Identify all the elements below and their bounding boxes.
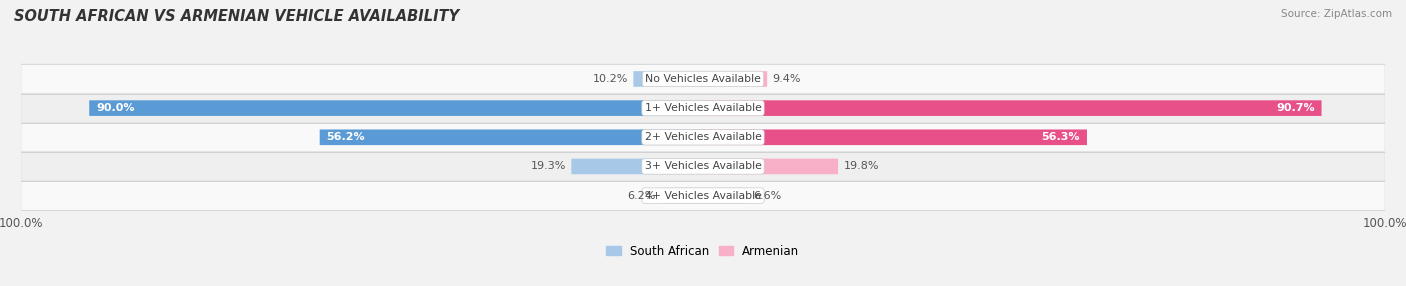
Text: 90.0%: 90.0% — [96, 103, 135, 113]
FancyBboxPatch shape — [21, 181, 1385, 210]
Text: 19.3%: 19.3% — [530, 161, 567, 171]
FancyBboxPatch shape — [633, 71, 703, 87]
Text: 6.6%: 6.6% — [754, 190, 782, 200]
FancyBboxPatch shape — [703, 130, 1087, 145]
Text: No Vehicles Available: No Vehicles Available — [645, 74, 761, 84]
FancyBboxPatch shape — [21, 64, 1385, 94]
Legend: South African, Armenian: South African, Armenian — [602, 240, 804, 262]
FancyBboxPatch shape — [319, 130, 703, 145]
FancyBboxPatch shape — [703, 159, 838, 174]
FancyBboxPatch shape — [89, 100, 703, 116]
FancyBboxPatch shape — [21, 93, 1385, 123]
Text: 10.2%: 10.2% — [592, 74, 628, 84]
FancyBboxPatch shape — [703, 71, 768, 87]
Text: 90.7%: 90.7% — [1277, 103, 1315, 113]
Text: 6.2%: 6.2% — [627, 190, 655, 200]
Text: 19.8%: 19.8% — [844, 161, 879, 171]
FancyBboxPatch shape — [703, 100, 1322, 116]
Text: SOUTH AFRICAN VS ARMENIAN VEHICLE AVAILABILITY: SOUTH AFRICAN VS ARMENIAN VEHICLE AVAILA… — [14, 9, 460, 23]
FancyBboxPatch shape — [21, 152, 1385, 181]
Text: 4+ Vehicles Available: 4+ Vehicles Available — [644, 190, 762, 200]
FancyBboxPatch shape — [21, 122, 1385, 152]
Text: 3+ Vehicles Available: 3+ Vehicles Available — [644, 161, 762, 171]
Text: 56.3%: 56.3% — [1042, 132, 1080, 142]
FancyBboxPatch shape — [703, 188, 748, 203]
Text: 9.4%: 9.4% — [772, 74, 801, 84]
Text: Source: ZipAtlas.com: Source: ZipAtlas.com — [1281, 9, 1392, 19]
Text: 1+ Vehicles Available: 1+ Vehicles Available — [644, 103, 762, 113]
Text: 2+ Vehicles Available: 2+ Vehicles Available — [644, 132, 762, 142]
FancyBboxPatch shape — [661, 188, 703, 203]
Text: 56.2%: 56.2% — [326, 132, 366, 142]
FancyBboxPatch shape — [571, 159, 703, 174]
